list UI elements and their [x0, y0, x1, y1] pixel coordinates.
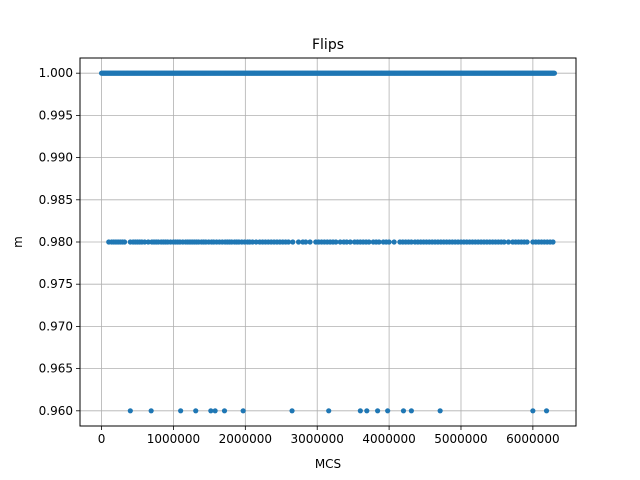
data-point: [357, 408, 363, 414]
x-axis-ticks: 0 1000000 2000000 3000000 4000000 5000000 6000…: [98, 426, 560, 446]
data-point: [142, 239, 148, 245]
x-tick-label: 6000000: [506, 432, 559, 446]
x-tick-label: 4000000: [362, 432, 415, 446]
y-tick-label: 0.995: [39, 108, 73, 122]
data-point: [408, 239, 414, 245]
data-point: [333, 239, 339, 245]
data-point: [249, 239, 256, 245]
y-tick-label: 0.985: [39, 193, 73, 207]
y-tick-label: 0.965: [39, 362, 73, 376]
data-point: [240, 408, 246, 414]
y-axis-label: m: [11, 236, 25, 248]
y-tick-label: 0.990: [39, 151, 73, 165]
data-point: [221, 408, 228, 414]
x-tick-label: 5000000: [434, 432, 487, 446]
data-point: [212, 408, 218, 414]
data-point: [364, 408, 370, 414]
data-point: [326, 408, 332, 414]
data-point: [366, 239, 372, 245]
data-point: [290, 239, 296, 245]
data-point: [551, 70, 558, 76]
data-point: [289, 408, 295, 414]
data-point: [127, 408, 133, 414]
x-tick-label: 1000000: [147, 432, 200, 446]
x-tick-label: 0: [98, 432, 106, 446]
chart-title: Flips: [312, 37, 344, 53]
data-point: [121, 239, 128, 245]
y-tick-label: 1.000: [39, 66, 73, 80]
y-tick-label: 0.980: [39, 235, 73, 249]
y-tick-label: 0.970: [39, 319, 73, 333]
data-point: [347, 239, 353, 245]
data-point: [193, 408, 199, 414]
data-point: [505, 239, 512, 245]
data-point: [285, 239, 292, 245]
y-axis-ticks: 0.960 0.965 0.970 0.975 0.980 0.985 0.990 0.995…: [39, 66, 80, 418]
data-point: [391, 239, 397, 245]
y-tick-label: 0.960: [39, 404, 73, 418]
data-point: [501, 239, 507, 245]
data-point: [437, 408, 443, 414]
data-point: [307, 239, 313, 245]
data-point: [375, 408, 381, 414]
data-point: [400, 408, 407, 414]
data-point: [386, 239, 392, 245]
data-point: [543, 408, 550, 414]
data-point: [524, 239, 530, 245]
data-point: [385, 408, 391, 414]
data-point: [408, 408, 414, 414]
data-point: [530, 408, 536, 414]
data-point: [295, 239, 302, 245]
data-point: [376, 239, 382, 245]
data-point: [344, 239, 350, 245]
data-points: [98, 70, 558, 414]
data-point: [178, 408, 184, 414]
y-tick-label: 0.975: [39, 277, 73, 291]
x-tick-label: 2000000: [219, 432, 272, 446]
data-point: [253, 239, 259, 245]
x-axis-label: MCS: [315, 457, 341, 471]
data-point: [303, 239, 309, 245]
data-point: [148, 408, 154, 414]
data-point: [337, 239, 343, 245]
x-tick-label: 3000000: [290, 432, 343, 446]
data-point: [208, 408, 214, 414]
data-point: [145, 239, 151, 245]
data-point: [550, 239, 556, 245]
